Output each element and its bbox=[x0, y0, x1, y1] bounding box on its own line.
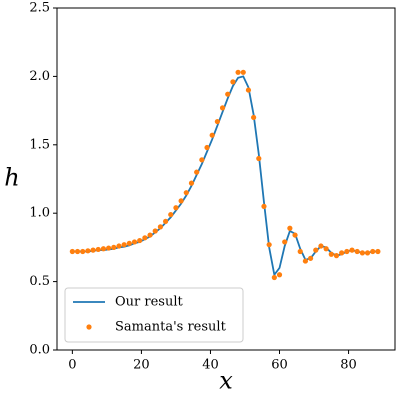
data-point bbox=[225, 91, 231, 97]
data-point bbox=[157, 224, 164, 230]
data-point bbox=[240, 69, 246, 75]
data-point bbox=[313, 247, 319, 253]
data-point bbox=[235, 69, 241, 75]
legend-label: Our result bbox=[115, 295, 183, 310]
data-point bbox=[162, 218, 169, 225]
x-tick-label: 80 bbox=[340, 358, 357, 373]
data-point bbox=[126, 240, 132, 246]
data-point bbox=[194, 169, 200, 175]
data-point bbox=[266, 242, 272, 248]
data-point bbox=[188, 180, 195, 186]
data-point bbox=[297, 248, 303, 255]
data-point bbox=[121, 242, 127, 248]
legend-label: Samanta's result bbox=[115, 320, 227, 335]
data-point bbox=[276, 272, 283, 278]
data-point bbox=[95, 246, 101, 253]
data-point bbox=[333, 253, 340, 259]
data-point bbox=[375, 248, 381, 255]
data-point bbox=[251, 114, 257, 121]
y-tick-label: 2.5 bbox=[29, 1, 50, 16]
data-point bbox=[142, 235, 148, 241]
y-tick-label: 1.5 bbox=[29, 137, 50, 152]
x-tick-label: 0 bbox=[68, 358, 76, 373]
x-tick-label: 60 bbox=[271, 358, 288, 373]
data-point bbox=[318, 243, 324, 249]
data-point bbox=[85, 248, 91, 254]
data-point bbox=[80, 248, 86, 255]
data-point bbox=[111, 244, 117, 250]
y-axis-label: h bbox=[4, 164, 19, 192]
data-point bbox=[370, 248, 376, 255]
data-point bbox=[219, 105, 226, 111]
data-point bbox=[271, 274, 277, 281]
y-tick-label: 1.0 bbox=[29, 206, 50, 221]
data-point bbox=[364, 250, 371, 256]
y-tick-label: 2.0 bbox=[29, 69, 50, 84]
y-tick-label: 0.0 bbox=[29, 343, 50, 358]
data-point bbox=[152, 228, 158, 234]
data-point bbox=[69, 248, 75, 255]
data-point bbox=[339, 250, 345, 256]
data-point bbox=[100, 246, 107, 252]
data-point bbox=[261, 203, 267, 209]
data-point bbox=[106, 245, 112, 251]
data-point bbox=[323, 246, 329, 252]
data-point bbox=[90, 247, 96, 253]
data-point bbox=[349, 247, 355, 253]
x-tick-label: 20 bbox=[133, 358, 150, 373]
data-point bbox=[168, 211, 174, 218]
data-point bbox=[199, 157, 205, 163]
data-point bbox=[292, 232, 298, 238]
data-point bbox=[131, 239, 138, 245]
data-point bbox=[256, 155, 262, 162]
data-point bbox=[359, 250, 365, 256]
data-point bbox=[302, 258, 309, 264]
data-point bbox=[307, 255, 314, 261]
data-point bbox=[328, 251, 334, 257]
data-point bbox=[282, 239, 288, 245]
data-point bbox=[173, 205, 179, 211]
data-point bbox=[230, 79, 236, 85]
plot-frame bbox=[56, 7, 396, 351]
legend-box bbox=[64, 287, 244, 343]
x-axis-label: x bbox=[219, 367, 233, 395]
data-point bbox=[209, 132, 215, 138]
x-tick-label: 40 bbox=[202, 358, 219, 373]
data-point bbox=[147, 232, 153, 238]
data-point bbox=[116, 243, 122, 249]
data-point bbox=[344, 248, 350, 255]
data-point bbox=[214, 118, 220, 125]
data-point bbox=[183, 190, 189, 196]
data-point bbox=[287, 225, 293, 231]
y-tick-label: 0.5 bbox=[29, 274, 50, 289]
data-point bbox=[74, 248, 81, 255]
data-point bbox=[178, 198, 184, 204]
legend-marker bbox=[86, 324, 92, 330]
data-point bbox=[245, 87, 252, 93]
data-point bbox=[204, 144, 210, 151]
data-point bbox=[354, 248, 360, 255]
data-point bbox=[137, 237, 143, 244]
